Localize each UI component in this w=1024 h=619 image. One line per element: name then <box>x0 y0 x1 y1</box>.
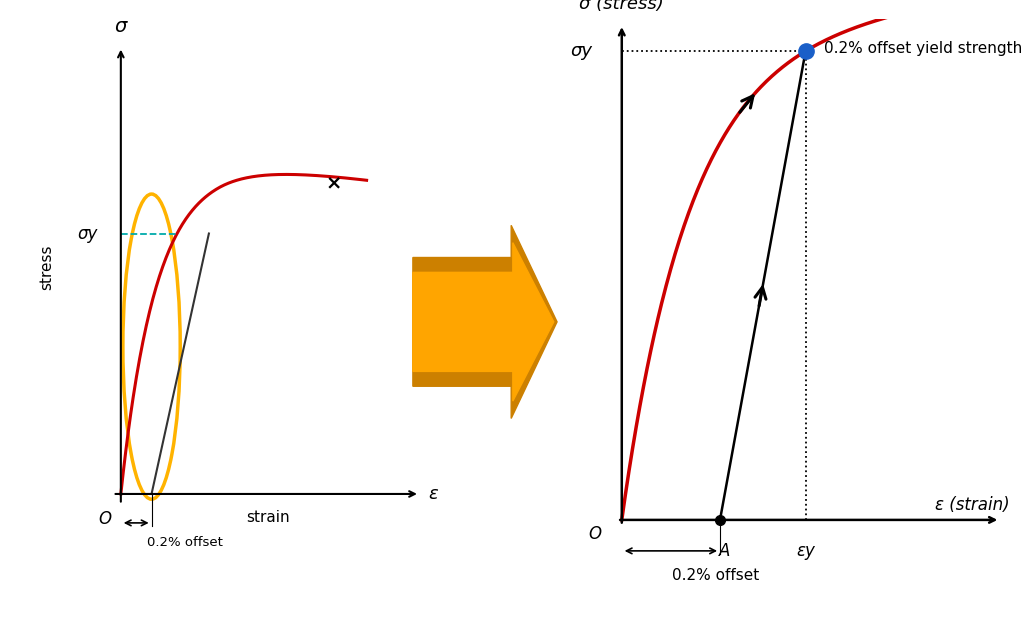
Text: O: O <box>98 510 111 528</box>
FancyArrow shape <box>413 243 554 401</box>
Text: σy: σy <box>78 225 98 243</box>
Text: σy: σy <box>570 42 592 60</box>
Text: σ (stress): σ (stress) <box>580 0 665 13</box>
Text: ε (strain): ε (strain) <box>935 496 1010 514</box>
Text: εy: εy <box>797 542 815 560</box>
Text: σ: σ <box>115 17 127 36</box>
Text: stress: stress <box>40 245 54 290</box>
Text: O: O <box>588 525 601 543</box>
Text: 0.2% offset: 0.2% offset <box>673 568 760 582</box>
Text: 0.2% offset yield strength: 0.2% offset yield strength <box>823 41 1022 56</box>
Text: ε: ε <box>428 485 438 503</box>
Text: A: A <box>719 542 730 560</box>
Text: ×: × <box>326 174 342 193</box>
Text: strain: strain <box>247 510 290 525</box>
Text: 0.2% offset: 0.2% offset <box>147 536 223 549</box>
FancyArrow shape <box>413 225 557 418</box>
